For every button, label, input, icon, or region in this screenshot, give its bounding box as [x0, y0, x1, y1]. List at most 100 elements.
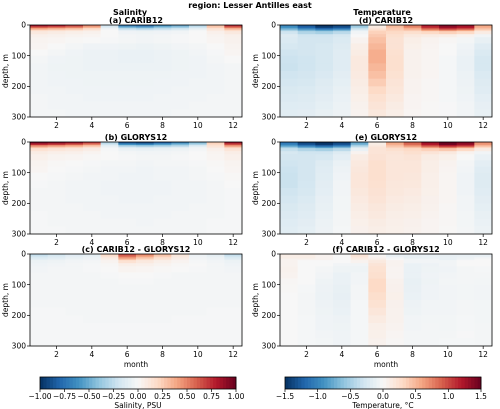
heatmap-cell-a-r16-m10 [189, 109, 208, 118]
heatmap-cell-a-r15-m7 [136, 101, 155, 110]
heatmap-cell-c-r15-m3 [65, 330, 84, 339]
heatmap-cell-f-r4-m2 [297, 260, 316, 264]
heatmap-cell-d-r16-m4 [333, 109, 352, 118]
heatmap-cell-b-r7-m11 [206, 160, 225, 167]
heatmap-cell-b-r11-m8 [153, 188, 172, 197]
heatmap-cell-b-r11-m9 [171, 188, 190, 197]
heatmap-cell-c-r1-m9 [171, 255, 190, 258]
heatmap-cell-f-r8-m11 [456, 278, 475, 286]
heatmap-cell-d-r9-m12 [474, 55, 493, 64]
heatmap-cell-a-r12-m7 [136, 78, 155, 87]
heatmap-cell-a-r7-m7 [136, 43, 155, 50]
heatmap-cell-d-r12-m1 [280, 78, 299, 87]
heatmap-cell-e-r15-m4 [333, 218, 352, 227]
heatmap-cells-b [30, 142, 243, 235]
x-axis-label: month [124, 360, 149, 369]
heatmap-cell-b-r13-m6 [118, 203, 137, 212]
colorbar-swatch [190, 377, 194, 389]
colorbar-swatch [448, 377, 452, 389]
heatmap-cell-d-r5-m4 [333, 34, 352, 38]
heatmap-cell-f-r15-m1 [280, 330, 299, 339]
heatmap-cell-b-r9-m9 [171, 172, 190, 181]
colorbar-swatch [183, 377, 188, 389]
heatmap-cell-e-r2-m8 [403, 145, 422, 147]
heatmap-cell-c-r4-m5 [100, 260, 119, 264]
heatmap-cell-c-r7-m12 [224, 272, 243, 279]
heatmap-cell-f-r15-m3 [315, 330, 334, 339]
heatmap-cell-e-r1-m11 [456, 143, 475, 146]
heatmap-cell-d-r14-m11 [456, 94, 475, 103]
heatmap-cell-f-r13-m11 [456, 315, 475, 324]
heatmap-cell-f-r15-m4 [333, 330, 352, 339]
heatmap-cell-b-r10-m9 [171, 180, 190, 189]
heatmap-cell-b-r5-m11 [206, 151, 225, 155]
heatmap-cell-c-r13-m4 [83, 315, 102, 324]
colorbar-swatch [298, 377, 302, 389]
heatmap-cell-d-r3-m3 [315, 29, 334, 32]
heatmap-cell-a-r11-m11 [206, 71, 225, 80]
heatmap-cell-f-r11-m5 [350, 300, 369, 309]
heatmap-cell-b-r0-m11 [206, 142, 225, 144]
heatmap-cell-e-r16-m1 [280, 226, 299, 235]
heatmap-cell-b-r9-m3 [65, 172, 84, 181]
heatmap-cell-d-r15-m5 [350, 101, 369, 110]
heatmap-cell-e-r1-m4 [333, 143, 352, 146]
heatmap-cell-b-r3-m3 [65, 146, 84, 149]
heatmap-cell-e-r11-m10 [439, 188, 458, 197]
heatmap-cell-d-r12-m9 [421, 78, 440, 87]
heatmap-cell-f-r10-m9 [421, 292, 440, 301]
heatmap-cell-e-r1-m7 [386, 143, 405, 146]
heatmap-cell-b-r1-m1 [30, 143, 49, 146]
heatmap-cell-d-r6-m11 [456, 37, 475, 44]
heatmap-cell-d-r3-m11 [456, 29, 475, 32]
heatmap-cell-a-r11-m10 [189, 71, 208, 80]
heatmap-cell-d-r7-m10 [439, 43, 458, 50]
heatmap-cell-d-r15-m1 [280, 101, 299, 110]
heatmap-cell-d-r1-m2 [297, 26, 316, 29]
colorbar-swatch [95, 377, 100, 389]
heatmap-cell-a-r11-m9 [171, 71, 190, 80]
heatmap-cell-f-r13-m1 [280, 315, 299, 324]
heatmap-cell-e-r1-m8 [403, 143, 422, 146]
colorbar-swatch [445, 377, 449, 389]
heatmap-cell-c-r3-m6 [118, 258, 137, 261]
heatmap-cell-f-r13-m9 [421, 315, 440, 324]
colorbar-swatch [376, 377, 381, 389]
heatmap-cell-f-r16-m11 [456, 338, 475, 347]
heatmap-cell-c-r0-m9 [171, 254, 190, 256]
heatmap-cell-b-r10-m1 [30, 180, 49, 189]
colorbar-tick-label: −0.75 [53, 392, 76, 401]
heatmap-cell-f-r0-m2 [297, 254, 316, 256]
x-tick-label: 2 [304, 350, 309, 359]
heatmap-cell-d-r7-m9 [421, 43, 440, 50]
heatmap-cell-c-r0-m1 [30, 254, 49, 256]
heatmap-cell-f-r9-m2 [297, 284, 316, 293]
heatmap-cell-d-r4-m3 [315, 31, 334, 35]
heatmap-cell-e-r8-m6 [368, 166, 387, 174]
colorbar-swatch [317, 377, 322, 389]
heatmap-cell-e-r9-m3 [315, 172, 334, 181]
heatmap-cell-d-r10-m9 [421, 63, 440, 72]
heatmap-cell-a-r2-m5 [100, 28, 119, 30]
heatmap-cell-d-r16-m12 [474, 109, 493, 118]
heatmap-cell-e-r11-m7 [386, 188, 405, 197]
heatmap-cell-b-r15-m9 [171, 218, 190, 227]
heatmap-cell-f-r12-m12 [474, 307, 493, 316]
heatmap-cell-c-r11-m1 [30, 300, 49, 309]
heatmap-cell-a-r9-m4 [83, 55, 102, 64]
heatmap-cell-a-r13-m11 [206, 86, 225, 95]
heatmap-cell-a-r10-m7 [136, 63, 155, 72]
heatmap-cell-e-r15-m10 [439, 218, 458, 227]
colorbar-swatch [124, 377, 129, 389]
x-tick-label: 2 [54, 238, 59, 247]
colorbar-swatch [187, 377, 191, 389]
colorbar-swatch [435, 377, 439, 389]
heatmap-cell-a-r14-m9 [171, 94, 190, 103]
y-tick-label: 300 [262, 342, 277, 351]
heatmap-cell-a-r14-m8 [153, 94, 172, 103]
heatmap-cell-b-r14-m6 [118, 211, 137, 220]
heatmap-cell-f-r2-m11 [456, 257, 475, 259]
heatmap-cell-a-r1-m2 [47, 26, 66, 29]
x-tick-label: 2 [304, 121, 309, 130]
heatmap-cell-b-r4-m5 [100, 148, 119, 152]
